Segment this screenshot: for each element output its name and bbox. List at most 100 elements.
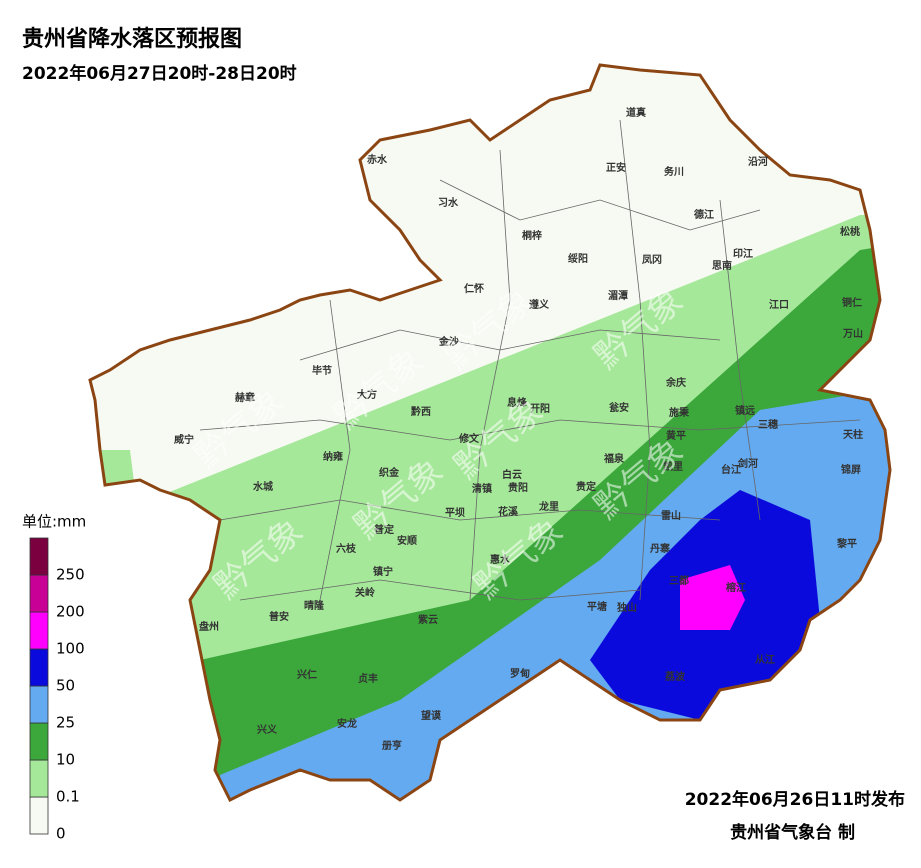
- county-label: 兴义: [257, 723, 278, 736]
- legend-swatch: [29, 796, 49, 835]
- legend-label: 200: [56, 603, 85, 621]
- legend-label: 25: [56, 714, 75, 732]
- county-label: 毕节: [312, 364, 332, 377]
- county-label: 台江: [721, 463, 741, 476]
- county-label: 天柱: [843, 428, 863, 441]
- legend-label: 0: [56, 825, 66, 843]
- legend-label: 10: [56, 751, 75, 769]
- county-borders: [199, 119, 861, 601]
- county-label: 普定: [374, 523, 394, 536]
- subtitle: 2022年06月27日20时-28日20时: [22, 63, 297, 84]
- county-label: 紫云: [418, 613, 438, 626]
- county-label: 思南: [712, 259, 732, 272]
- county-label: 普安: [269, 610, 289, 623]
- county-label: 剑河: [737, 457, 758, 470]
- county-label: 六枝: [336, 542, 357, 555]
- legend-swatch: [29, 537, 49, 576]
- county-label: 水城: [252, 480, 273, 493]
- county-label: 罗甸: [510, 667, 530, 680]
- county-label: 荔波: [664, 670, 686, 683]
- county-label: 赫章: [235, 391, 255, 404]
- county-label: 从江: [755, 653, 775, 666]
- title: 贵州省降水落区预报图: [22, 27, 242, 52]
- county-label: 凯里: [663, 460, 683, 473]
- county-label: 贵定: [576, 480, 596, 493]
- legend-label: 100: [56, 640, 85, 658]
- county-label: 瓮安: [609, 401, 629, 414]
- county-label: 安顺: [397, 534, 417, 547]
- issued: 2022年06月26日11时发布: [685, 789, 905, 810]
- legend-swatch: [29, 685, 49, 724]
- county-label: 黎平: [837, 537, 857, 550]
- county-label: 万山: [842, 327, 863, 340]
- county-label: 黔西: [411, 405, 431, 418]
- county-label: 丹寨: [650, 542, 670, 555]
- zone-0-1-west: [100, 450, 135, 490]
- county-label: 锦屏: [841, 463, 861, 476]
- county-label: 仁怀: [464, 282, 484, 295]
- county-label: 桐梓: [522, 229, 542, 242]
- county-label: 盘州: [199, 620, 219, 633]
- legend-swatch: [29, 759, 49, 798]
- county-label: 德江: [693, 208, 714, 221]
- county-label: 务川: [664, 165, 684, 178]
- county-label: 晴隆: [304, 599, 325, 612]
- county-label: 独山: [617, 601, 637, 614]
- county-label: 织金: [379, 466, 400, 479]
- county-label: 正安: [606, 161, 626, 174]
- county-label: 白云: [502, 468, 522, 481]
- county-label: 安龙: [337, 717, 357, 730]
- county-label: 施秉: [669, 406, 690, 419]
- legend-swatch: [29, 574, 49, 613]
- county-label: 镇宁: [373, 565, 393, 578]
- county-label: 龙里: [538, 500, 559, 513]
- county-label: 花溪: [498, 505, 519, 518]
- county-label: 铜仁: [842, 296, 862, 309]
- county-label: 贵阳: [508, 481, 528, 494]
- county-label: 习水: [438, 196, 459, 209]
- legend-swatch: [29, 611, 49, 650]
- county-label: 平塘: [587, 600, 607, 613]
- county-label: 赤水: [367, 153, 388, 166]
- county-label: 开阳: [530, 403, 550, 415]
- county-label: 望谟: [421, 709, 442, 722]
- county-label: 威宁: [174, 433, 194, 446]
- county-label: 遵义: [529, 298, 550, 311]
- county-label: 沿河: [748, 155, 768, 168]
- county-label: 江口: [769, 298, 789, 311]
- county-label: 榕江: [726, 581, 746, 594]
- legend-label: 250: [56, 566, 85, 584]
- county-label: 修文: [458, 432, 480, 445]
- legend-swatch: [29, 648, 49, 687]
- legend-label: 0.1: [56, 788, 80, 806]
- county-label: 绥阳: [568, 252, 588, 265]
- county-label: 息烽: [507, 396, 528, 409]
- producer: 贵州省气象台 制: [730, 822, 855, 843]
- county-label: 道真: [626, 106, 646, 119]
- legend-swatch: [29, 722, 49, 761]
- county-label: 纳雍: [323, 450, 343, 463]
- county-label: 印江: [733, 247, 753, 260]
- county-label: 三穗: [758, 418, 778, 431]
- county-label: 松桃: [840, 225, 860, 238]
- county-label: 黄平: [666, 429, 686, 442]
- legend-unit: 单位:mm: [22, 513, 86, 531]
- county-label: 册亨: [382, 739, 402, 752]
- county-label: 镇远: [735, 404, 755, 417]
- county-label: 关岭: [355, 586, 375, 599]
- county-label: 福泉: [603, 452, 625, 465]
- county-label: 凤冈: [642, 254, 662, 266]
- province-border: [88, 63, 892, 803]
- county-label: 余庆: [665, 376, 686, 389]
- county-label: 兴仁: [297, 668, 317, 681]
- county-label: 湄潭: [608, 289, 628, 302]
- county-label: 三都: [669, 574, 689, 587]
- county-label: 平坝: [445, 506, 465, 519]
- county-label: 贞丰: [358, 672, 378, 685]
- zone-100: [680, 565, 745, 630]
- legend-label: 50: [56, 677, 75, 695]
- county-label: 雷山: [661, 509, 681, 522]
